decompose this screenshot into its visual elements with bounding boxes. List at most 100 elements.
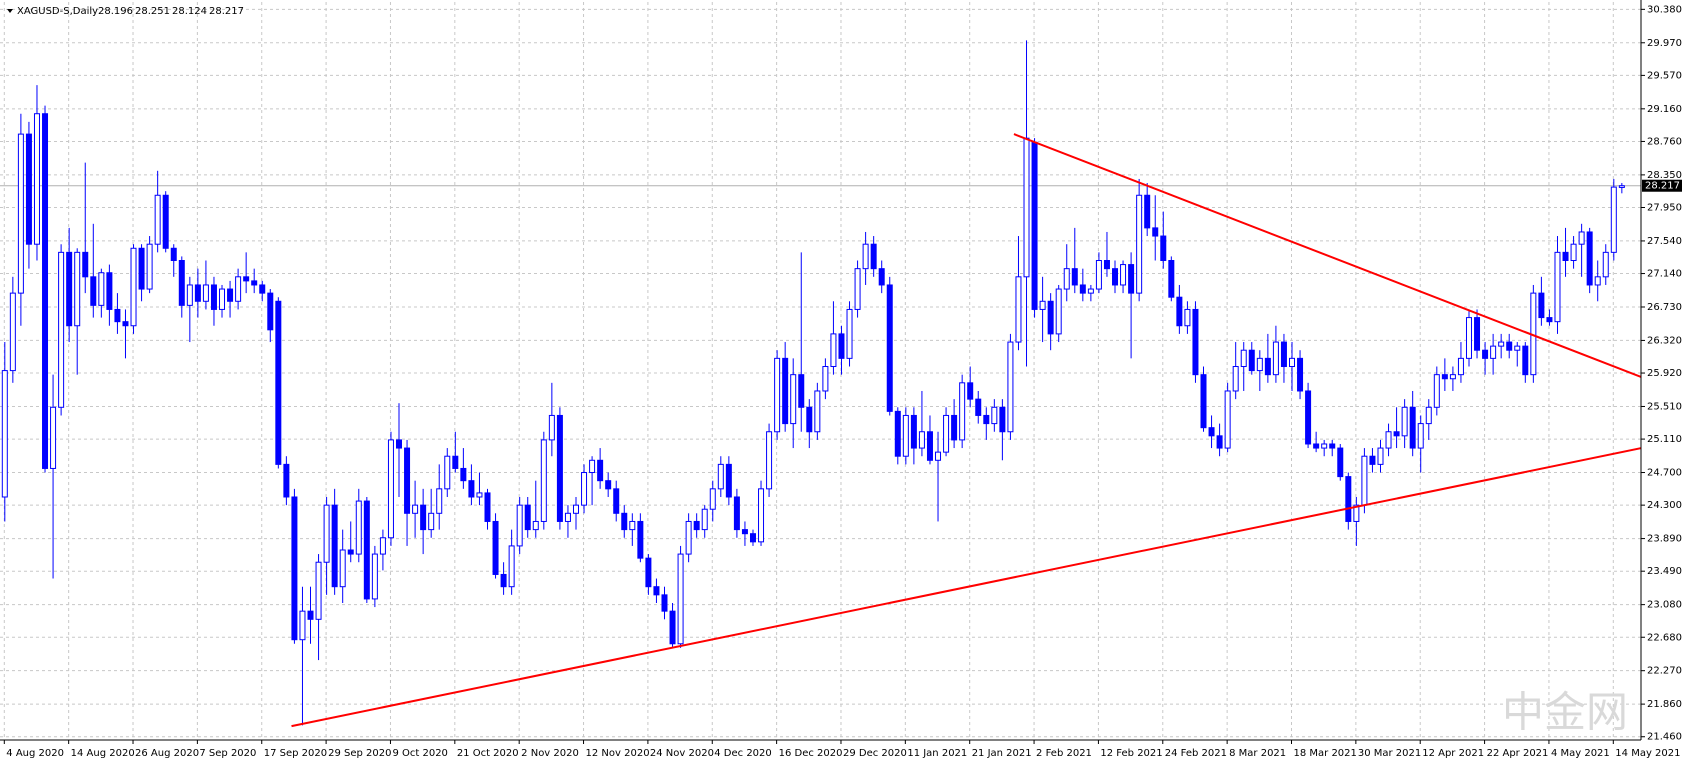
candle-body — [1474, 317, 1481, 351]
candle-body — [556, 414, 563, 522]
candle-body — [420, 504, 427, 531]
candle-body — [227, 288, 234, 302]
low-label: 28.124 — [172, 6, 207, 17]
candle-body — [210, 284, 217, 310]
candle-body — [589, 459, 596, 474]
candle-body — [251, 280, 258, 286]
header: XAGUSD-S,Daily 28.196 28.251 28.124 28.2… — [7, 6, 244, 17]
candle-body — [766, 431, 773, 490]
candle-body — [653, 586, 660, 596]
candle-body — [90, 276, 97, 306]
candle-body — [1272, 341, 1279, 376]
y-tick-label: 22.680 — [1647, 632, 1682, 643]
candle-body — [1071, 268, 1078, 286]
candle-body — [162, 194, 169, 249]
candle-body — [194, 284, 201, 302]
header-arrow — [7, 9, 13, 13]
candle-body — [1417, 423, 1424, 449]
watermark: 中金网 — [1502, 688, 1628, 737]
candle-body — [1063, 268, 1070, 290]
y-tick-label: 29.570 — [1647, 70, 1682, 81]
candle-body — [1369, 455, 1376, 465]
candle-body — [1248, 349, 1255, 372]
x-tick-label: 2 Feb 2021 — [1036, 748, 1092, 759]
candle-body — [943, 414, 950, 453]
candle-body — [1224, 390, 1231, 449]
x-tick-label: 22 Apr 2021 — [1487, 748, 1549, 759]
x-tick-label: 11 Jan 2021 — [907, 748, 967, 759]
x-tick-label: 14 Aug 2020 — [71, 748, 135, 759]
candle-body — [1514, 345, 1521, 351]
y-tick-label: 23.080 — [1647, 600, 1682, 611]
candle-body — [1594, 276, 1601, 286]
candle-body — [758, 488, 765, 543]
candle-body — [999, 406, 1006, 433]
x-tick-label: 24 Feb 2021 — [1165, 748, 1227, 759]
x-tick-label: 29 Dec 2020 — [843, 748, 907, 759]
y-tick-label: 28.760 — [1647, 136, 1682, 147]
candle-body — [42, 113, 49, 469]
x-tick-label: 17 Sep 2020 — [264, 748, 327, 759]
candle-body — [25, 133, 32, 245]
candle-body — [902, 414, 909, 457]
candle-body — [452, 455, 459, 469]
candle-body — [1449, 374, 1456, 380]
candle-body — [572, 504, 579, 514]
candle-body — [299, 610, 306, 641]
candle-body — [1256, 357, 1263, 372]
candle-body — [983, 414, 990, 425]
candle-body — [1055, 288, 1062, 335]
candle-body — [613, 488, 620, 514]
candle-body — [1039, 300, 1046, 310]
y-tick-label: 28.350 — [1647, 170, 1682, 181]
candle-body — [886, 284, 893, 412]
candle-body — [1200, 374, 1207, 429]
candle-body — [1506, 341, 1513, 351]
candle-body — [106, 272, 113, 310]
candle-body — [1498, 341, 1505, 347]
candle-body — [564, 512, 571, 522]
candle-body — [693, 520, 700, 531]
candle-body — [1176, 296, 1183, 327]
x-tick-label: 21 Jan 2021 — [972, 748, 1032, 759]
candle-body — [1602, 251, 1609, 278]
candle-body — [1280, 341, 1287, 368]
candle-body — [1103, 260, 1110, 270]
candle-body — [283, 463, 290, 498]
candle-body — [967, 382, 974, 400]
candle-body — [951, 414, 958, 441]
candle-body — [935, 451, 942, 461]
y-tick-label: 21.460 — [1647, 732, 1682, 743]
candle-body — [894, 410, 901, 457]
x-tick-label: 24 Nov 2020 — [650, 748, 714, 759]
candle-body — [846, 308, 853, 359]
candle-body — [1136, 194, 1143, 294]
candle-body — [637, 520, 644, 559]
candle-body — [1168, 260, 1175, 298]
candle-body — [363, 500, 370, 600]
candle-body — [733, 496, 740, 531]
candle-body — [540, 439, 547, 522]
candle-body — [267, 292, 274, 331]
candle-body — [1216, 435, 1223, 449]
candle-body — [1112, 268, 1119, 286]
x-tick-label: 30 Mar 2021 — [1358, 748, 1421, 759]
x-tick-label: 26 Aug 2020 — [135, 748, 199, 759]
candle-body — [275, 300, 282, 465]
candle-body — [798, 374, 805, 408]
candle-body — [9, 292, 16, 372]
y-tick-label: 23.890 — [1647, 534, 1682, 545]
candle-body — [1546, 317, 1553, 323]
y-tick-label: 24.700 — [1647, 468, 1682, 479]
candle-body — [1184, 308, 1191, 327]
candle-body — [74, 251, 81, 327]
candle-body — [1586, 231, 1593, 286]
candle-body — [186, 284, 193, 306]
candle-body — [838, 333, 845, 359]
x-tick-label: 2 Nov 2020 — [521, 748, 579, 759]
candle-body — [1482, 349, 1489, 359]
candle-body — [259, 284, 266, 294]
candle-body — [1120, 264, 1127, 286]
